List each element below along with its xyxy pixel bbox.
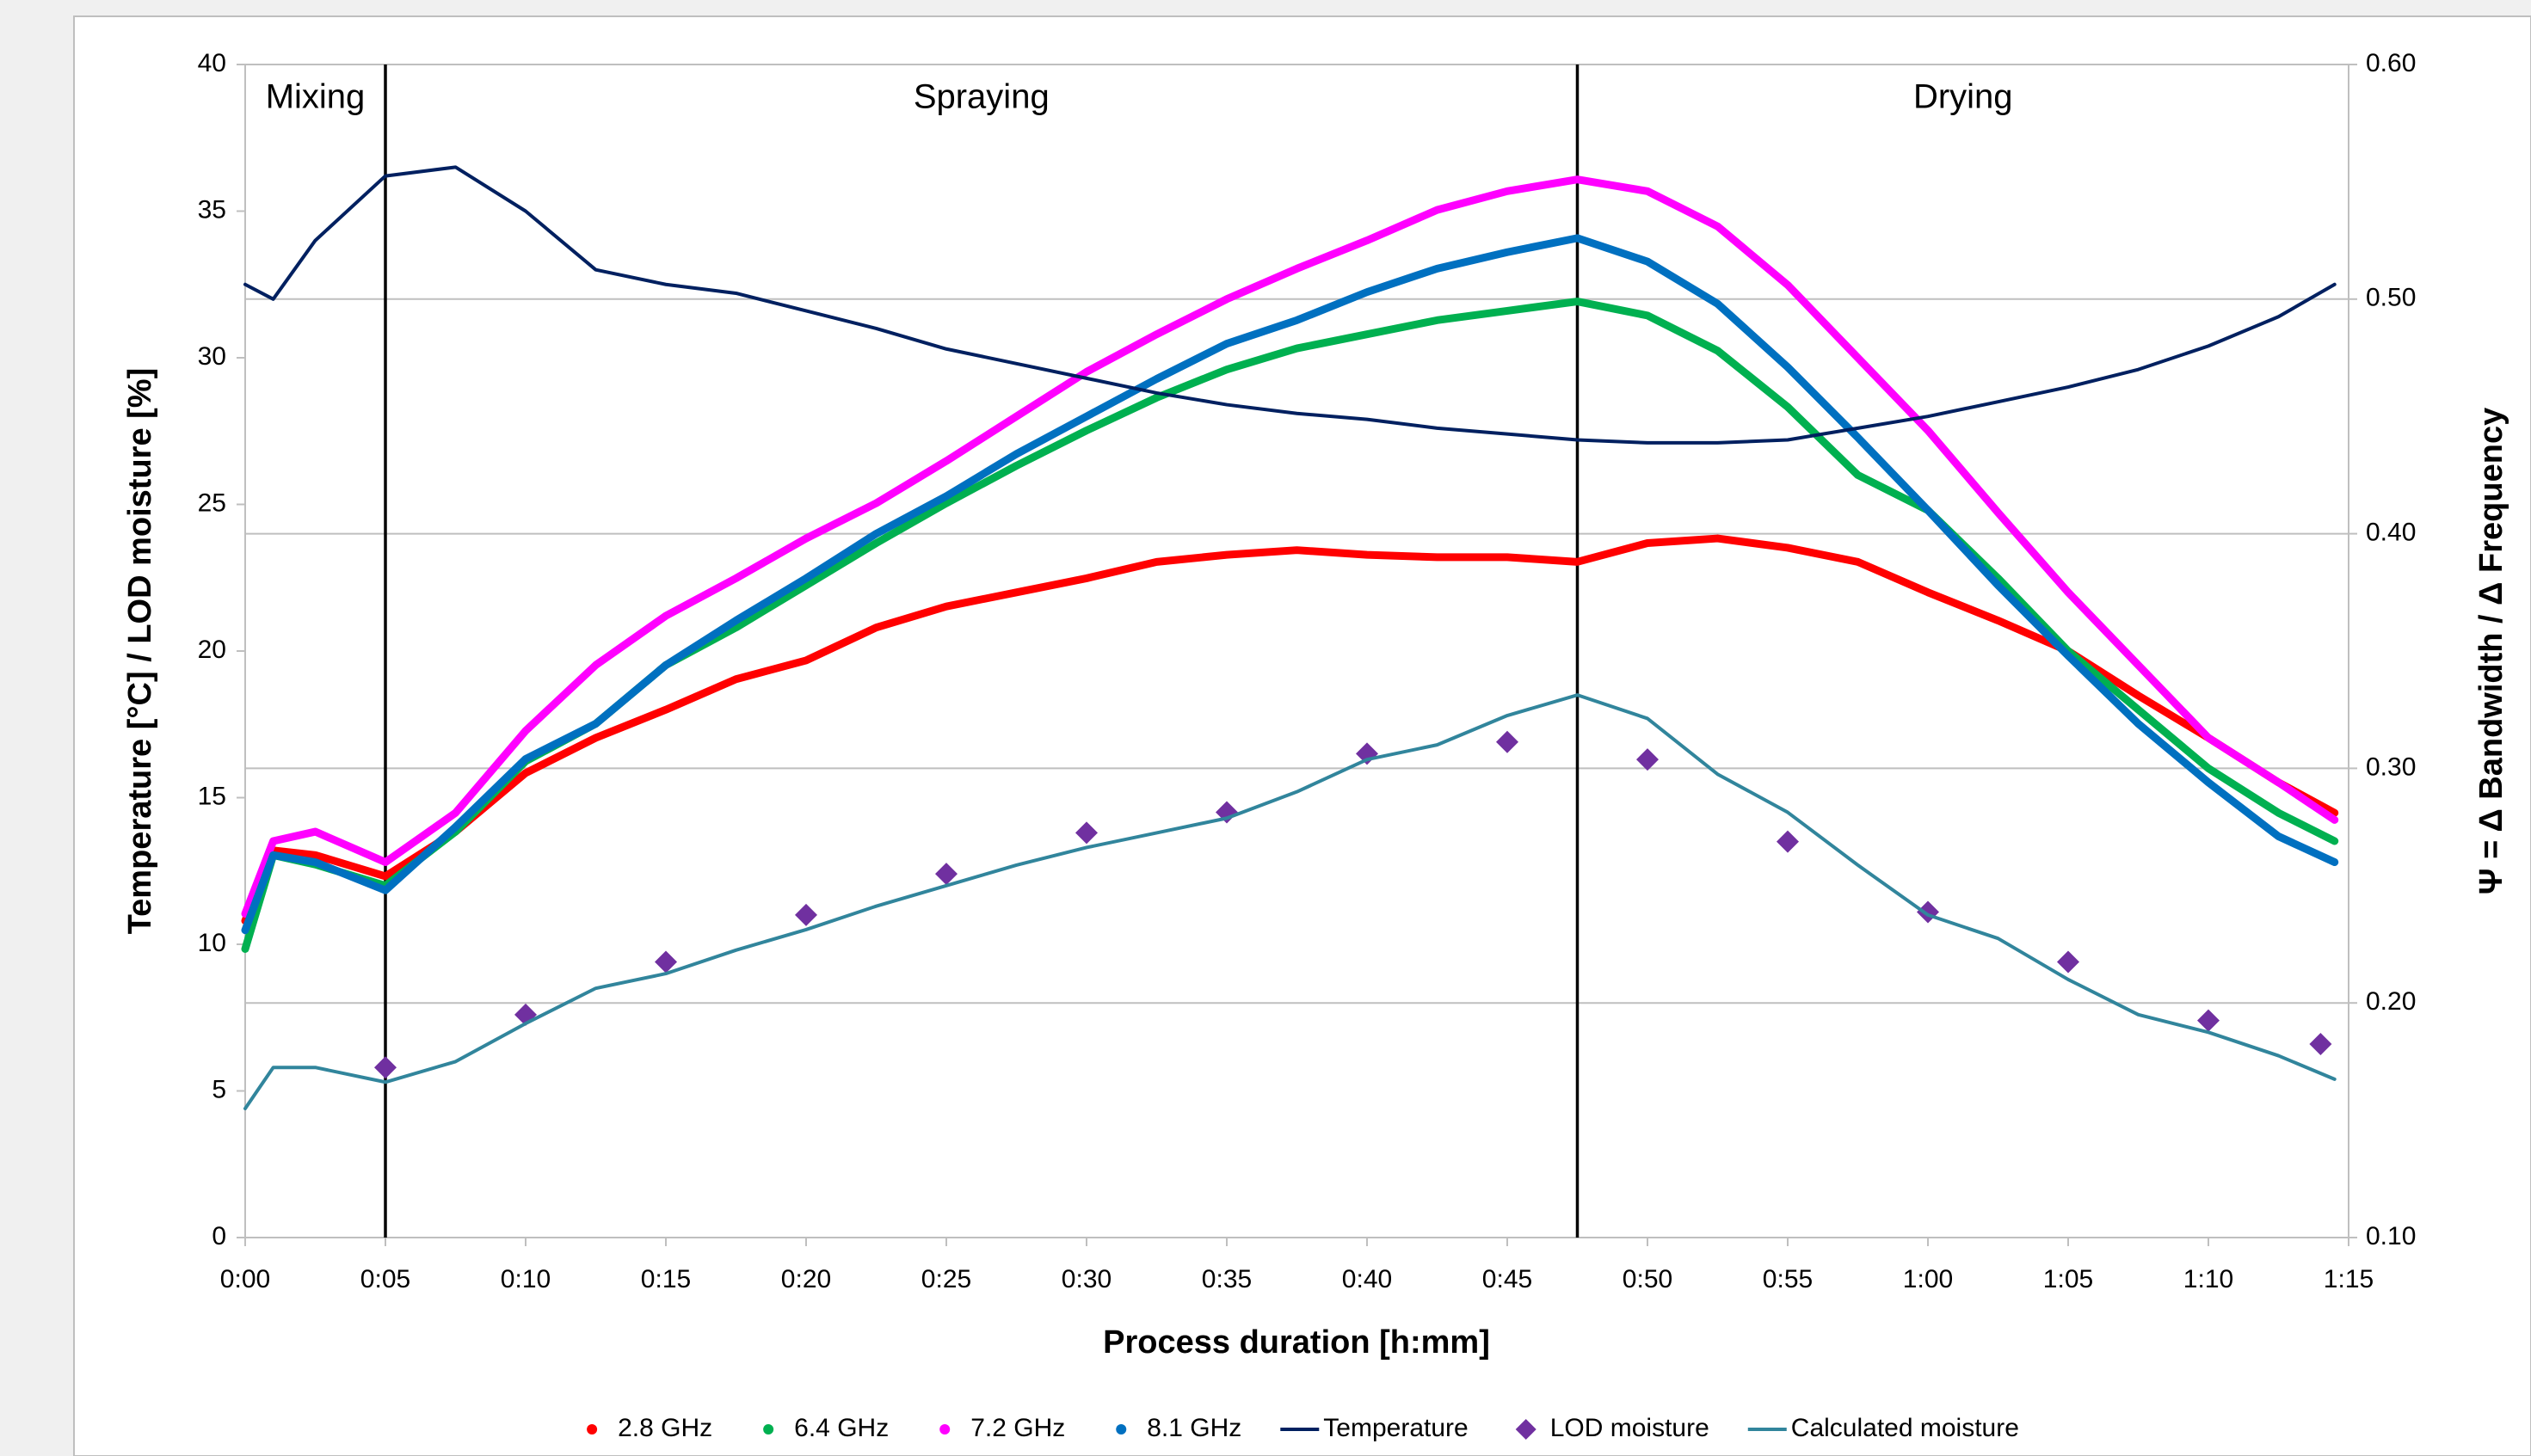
series-line	[241, 175, 2339, 918]
legend-item: Calculated moisture	[1747, 1414, 2019, 1442]
x-tick-label: 0:20	[781, 1265, 831, 1293]
legend-item: 7.2 GHz	[939, 1414, 1065, 1442]
x-tick-label: 0:55	[1763, 1265, 1813, 1293]
x-tick-label: 0:00	[220, 1265, 270, 1293]
legend-label: 7.2 GHz	[970, 1414, 1065, 1442]
legend-marker	[1515, 1419, 1536, 1440]
data-point	[1636, 748, 1659, 771]
y-tick-label: 0	[212, 1222, 226, 1250]
legend-marker	[763, 1424, 774, 1434]
data-point	[655, 950, 677, 974]
chart-background	[73, 15, 2531, 1456]
x-tick-label: 0:25	[921, 1265, 971, 1293]
x-tick-label: 1:10	[2183, 1265, 2233, 1293]
y2-tick-label: 0.10	[2366, 1222, 2416, 1250]
x-tick-label: 1:05	[2043, 1265, 2093, 1293]
legend-label: 2.8 GHz	[618, 1414, 712, 1442]
series-line	[243, 693, 2337, 1110]
legend-label: 8.1 GHz	[1147, 1414, 1241, 1442]
x-tick-label: 0:35	[1202, 1265, 1252, 1293]
x-tick-label: 1:00	[1903, 1265, 1953, 1293]
legend-label: Temperature	[1323, 1414, 1468, 1442]
legend: 2.8 GHz 6.4 GHz 7.2 GHz 8.1 GHz Temperature L…	[587, 1414, 2019, 1442]
data-point	[795, 903, 817, 926]
x-tick-label: 0:15	[641, 1265, 691, 1293]
series-line	[241, 534, 2339, 925]
series-line	[243, 165, 2337, 445]
legend-item: Temperature	[1280, 1414, 1469, 1442]
legend-marker	[587, 1424, 598, 1434]
x-tick-label: 0:45	[1482, 1265, 1532, 1293]
y2-tick-label: 0.40	[2366, 519, 2416, 547]
x-tick-label: 1:15	[2324, 1265, 2374, 1293]
phase-label: Mixing	[266, 78, 366, 116]
legend-item: 2.8 GHz	[587, 1414, 712, 1442]
x-tick-label: 0:50	[1623, 1265, 1672, 1293]
x-tick-label: 0:40	[1342, 1265, 1392, 1293]
y-tick-label: 35	[198, 195, 226, 224]
legend-item: 8.1 GHz	[1116, 1414, 1241, 1442]
y2-tick-label: 0.60	[2366, 49, 2416, 77]
y2-tick-label: 0.30	[2366, 753, 2416, 781]
x-tick-label: 0:10	[501, 1265, 551, 1293]
y-tick-label: 20	[198, 636, 226, 664]
phase-label: Drying	[1913, 78, 2013, 116]
y-tick-label: 25	[198, 488, 226, 517]
y2-axis-title: Ψ = Δ Bandwidth / Δ Frequency	[2473, 408, 2509, 894]
y-tick-label: 5	[212, 1075, 226, 1103]
y-tick-label: 10	[198, 929, 226, 957]
legend-item: LOD moisture	[1515, 1414, 1709, 1442]
y-axis-title: Temperature [°C] / LOD moisture [%]	[122, 368, 158, 934]
y2-tick-label: 0.50	[2366, 284, 2416, 312]
legend-item: 6.4 GHz	[763, 1414, 889, 1442]
data-point	[2197, 1009, 2220, 1032]
data-point	[2057, 950, 2079, 974]
data-point	[374, 1056, 397, 1079]
series-line	[241, 234, 2339, 935]
y2-tick-label: 0.20	[2366, 987, 2416, 1016]
legend-marker	[1116, 1424, 1127, 1434]
data-point	[1075, 821, 1098, 845]
x-tick-label: 0:30	[1062, 1265, 1112, 1293]
data-point	[935, 863, 958, 886]
x-axis-title: Process duration [h:mm]	[1103, 1324, 1490, 1361]
legend-marker	[939, 1424, 951, 1434]
y-tick-label: 40	[198, 49, 226, 77]
legend-label: 6.4 GHz	[794, 1414, 889, 1442]
y-tick-label: 30	[198, 342, 226, 371]
phase-label: Spraying	[914, 78, 1050, 116]
data-point	[1496, 730, 1518, 753]
data-point	[2309, 1032, 2332, 1055]
y-tick-label: 15	[198, 782, 226, 810]
data-point	[1777, 830, 1799, 853]
legend-label: Calculated moisture	[1791, 1414, 2019, 1442]
x-tick-label: 0:05	[360, 1265, 410, 1293]
legend-label: LOD moisture	[1550, 1414, 1709, 1442]
